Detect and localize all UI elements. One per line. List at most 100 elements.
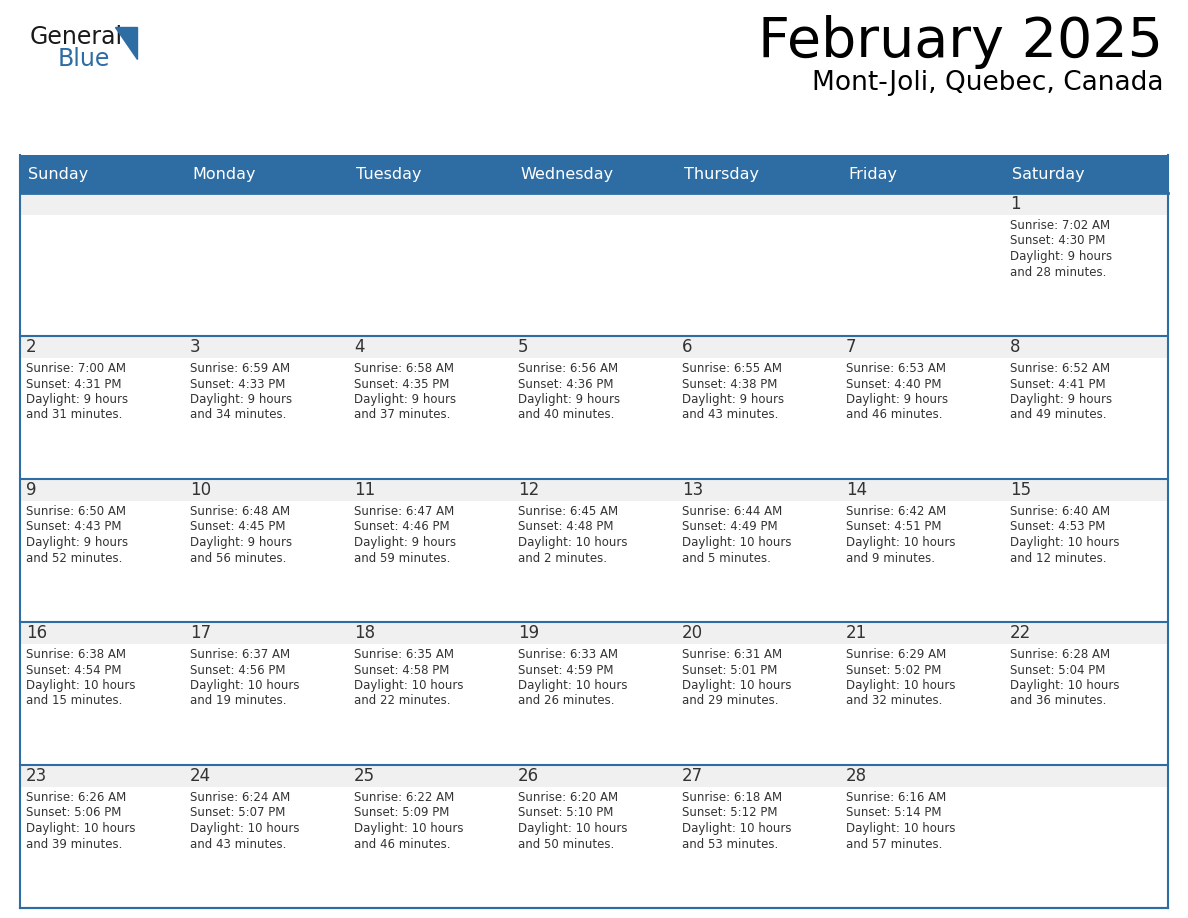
Text: 24: 24 — [190, 767, 211, 785]
Text: Sunrise: 6:45 AM: Sunrise: 6:45 AM — [518, 505, 618, 518]
Text: Sunset: 4:36 PM: Sunset: 4:36 PM — [518, 377, 613, 390]
Bar — [348, 193, 512, 336]
Text: Daylight: 10 hours: Daylight: 10 hours — [518, 822, 627, 835]
Text: Daylight: 10 hours: Daylight: 10 hours — [682, 822, 791, 835]
Text: Sunrise: 6:58 AM: Sunrise: 6:58 AM — [354, 362, 454, 375]
Text: 4: 4 — [354, 338, 365, 356]
Bar — [1004, 193, 1168, 215]
Bar — [676, 765, 840, 787]
Text: Daylight: 10 hours: Daylight: 10 hours — [1010, 536, 1119, 549]
Text: 12: 12 — [518, 481, 539, 499]
Text: Daylight: 10 hours: Daylight: 10 hours — [26, 679, 135, 692]
Text: 8: 8 — [1010, 338, 1020, 356]
Text: Sunset: 4:35 PM: Sunset: 4:35 PM — [354, 377, 449, 390]
Bar — [20, 765, 184, 908]
Text: Friday: Friday — [848, 166, 897, 182]
Polygon shape — [115, 27, 137, 59]
Bar — [512, 765, 676, 787]
Text: 21: 21 — [846, 624, 867, 642]
Text: Mont-Joli, Quebec, Canada: Mont-Joli, Quebec, Canada — [811, 70, 1163, 96]
Text: Sunrise: 7:02 AM: Sunrise: 7:02 AM — [1010, 219, 1110, 232]
Bar — [20, 193, 184, 336]
Text: 26: 26 — [518, 767, 539, 785]
Text: Daylight: 10 hours: Daylight: 10 hours — [682, 536, 791, 549]
Text: Sunday: Sunday — [29, 166, 88, 182]
Text: Sunset: 4:58 PM: Sunset: 4:58 PM — [354, 664, 449, 677]
Text: 3: 3 — [190, 338, 201, 356]
Bar — [512, 479, 676, 501]
Text: Sunrise: 6:52 AM: Sunrise: 6:52 AM — [1010, 362, 1110, 375]
Text: Sunrise: 6:56 AM: Sunrise: 6:56 AM — [518, 362, 618, 375]
Text: and 15 minutes.: and 15 minutes. — [26, 695, 122, 708]
Text: and 22 minutes.: and 22 minutes. — [354, 695, 450, 708]
Text: Daylight: 9 hours: Daylight: 9 hours — [190, 393, 292, 406]
Text: 20: 20 — [682, 624, 703, 642]
Text: and 46 minutes.: and 46 minutes. — [354, 837, 450, 850]
Bar — [20, 479, 184, 501]
Text: and 31 minutes.: and 31 minutes. — [26, 409, 122, 421]
Text: and 29 minutes.: and 29 minutes. — [682, 695, 778, 708]
Bar — [1004, 336, 1168, 358]
Text: 25: 25 — [354, 767, 375, 785]
Bar — [676, 193, 840, 336]
Bar — [840, 622, 1004, 644]
Bar — [1004, 479, 1168, 501]
Bar — [676, 622, 840, 644]
Text: Sunrise: 7:00 AM: Sunrise: 7:00 AM — [26, 362, 126, 375]
Bar — [840, 622, 1004, 765]
Text: Sunset: 5:02 PM: Sunset: 5:02 PM — [846, 664, 941, 677]
Text: Daylight: 10 hours: Daylight: 10 hours — [846, 822, 955, 835]
Text: Sunrise: 6:40 AM: Sunrise: 6:40 AM — [1010, 505, 1110, 518]
Bar — [348, 765, 512, 787]
Text: Sunrise: 6:53 AM: Sunrise: 6:53 AM — [846, 362, 946, 375]
Text: Sunrise: 6:26 AM: Sunrise: 6:26 AM — [26, 791, 126, 804]
Text: Sunset: 5:14 PM: Sunset: 5:14 PM — [846, 807, 942, 820]
Text: and 57 minutes.: and 57 minutes. — [846, 837, 942, 850]
Text: 18: 18 — [354, 624, 375, 642]
Text: Sunset: 4:33 PM: Sunset: 4:33 PM — [190, 377, 285, 390]
Text: Sunset: 4:59 PM: Sunset: 4:59 PM — [518, 664, 613, 677]
Bar — [348, 479, 512, 622]
Text: Sunset: 4:31 PM: Sunset: 4:31 PM — [26, 377, 121, 390]
Text: and 9 minutes.: and 9 minutes. — [846, 552, 935, 565]
Text: and 26 minutes.: and 26 minutes. — [518, 695, 614, 708]
Text: and 2 minutes.: and 2 minutes. — [518, 552, 607, 565]
Text: and 43 minutes.: and 43 minutes. — [682, 409, 778, 421]
Bar — [348, 765, 512, 908]
Text: Sunset: 4:54 PM: Sunset: 4:54 PM — [26, 664, 121, 677]
Text: Daylight: 10 hours: Daylight: 10 hours — [518, 536, 627, 549]
Text: Tuesday: Tuesday — [356, 166, 422, 182]
Bar — [840, 765, 1004, 787]
Text: Sunrise: 6:29 AM: Sunrise: 6:29 AM — [846, 648, 947, 661]
Text: 9: 9 — [26, 481, 37, 499]
Text: 6: 6 — [682, 338, 693, 356]
Bar — [1004, 336, 1168, 479]
Bar — [1004, 622, 1168, 644]
Bar — [1004, 193, 1168, 336]
Bar — [20, 622, 184, 765]
Text: 7: 7 — [846, 338, 857, 356]
Text: and 34 minutes.: and 34 minutes. — [190, 409, 286, 421]
Text: 22: 22 — [1010, 624, 1031, 642]
Bar — [20, 479, 184, 622]
Bar — [184, 622, 348, 644]
Bar — [512, 336, 676, 358]
Text: Sunset: 4:41 PM: Sunset: 4:41 PM — [1010, 377, 1106, 390]
Bar — [676, 765, 840, 908]
Text: Blue: Blue — [58, 47, 110, 71]
Text: Monday: Monday — [192, 166, 255, 182]
Text: Daylight: 10 hours: Daylight: 10 hours — [26, 822, 135, 835]
Bar — [512, 765, 676, 908]
Bar — [676, 479, 840, 622]
Text: 28: 28 — [846, 767, 867, 785]
Text: 23: 23 — [26, 767, 48, 785]
Text: Daylight: 9 hours: Daylight: 9 hours — [682, 393, 784, 406]
Bar — [20, 622, 184, 644]
Text: Daylight: 9 hours: Daylight: 9 hours — [190, 536, 292, 549]
Text: and 43 minutes.: and 43 minutes. — [190, 837, 286, 850]
Bar — [184, 765, 348, 908]
Text: 2: 2 — [26, 338, 37, 356]
Bar — [184, 336, 348, 479]
Text: Daylight: 9 hours: Daylight: 9 hours — [518, 393, 620, 406]
Text: Sunset: 5:06 PM: Sunset: 5:06 PM — [26, 807, 121, 820]
